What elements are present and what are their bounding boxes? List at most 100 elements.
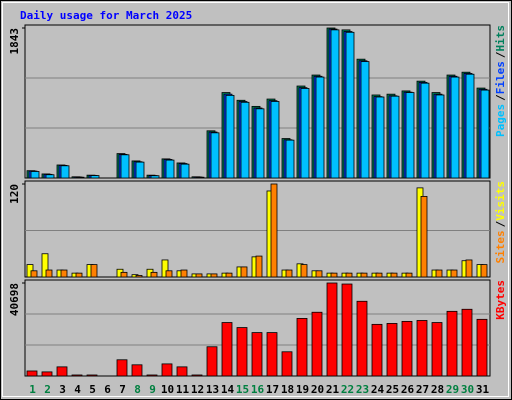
- x-tick-label: 7: [119, 383, 126, 396]
- x-tick-label: 17: [266, 383, 279, 396]
- bar: [195, 176, 205, 179]
- bar: [450, 76, 460, 179]
- bar: [150, 271, 158, 278]
- bar: [210, 132, 220, 179]
- legend-separator: /: [494, 220, 507, 227]
- legend: Pages/Files/Hits: [494, 25, 507, 137]
- x-tick-label: 26: [401, 383, 415, 396]
- bar: [285, 269, 293, 278]
- x-tick-label: 16: [251, 383, 265, 396]
- bar: [266, 332, 278, 377]
- bar: [345, 272, 353, 278]
- bar: [375, 272, 383, 278]
- bar: [420, 82, 430, 179]
- x-tick-label: 27: [416, 383, 429, 396]
- bar: [311, 311, 323, 377]
- bar: [195, 273, 203, 278]
- bar: [461, 308, 473, 377]
- bar: [161, 259, 169, 278]
- bar: [60, 165, 70, 179]
- legend-entry: Visits: [494, 181, 507, 221]
- bar: [300, 264, 308, 278]
- bar: [176, 366, 188, 377]
- x-tick-label: 31: [476, 383, 490, 396]
- bar: [371, 323, 383, 377]
- bar: [146, 374, 158, 377]
- bar: [60, 269, 68, 278]
- bar: [45, 174, 55, 179]
- x-tick-label: 15: [236, 383, 249, 396]
- x-tick-label: 2: [44, 383, 51, 396]
- x-tick-label: 13: [206, 383, 219, 396]
- x-tick-label: 9: [149, 383, 156, 396]
- x-tick-label: 20: [311, 383, 324, 396]
- legend: KBytes: [494, 280, 507, 320]
- bar: [150, 175, 160, 179]
- bar: [75, 272, 83, 278]
- x-tick-label: 29: [446, 383, 459, 396]
- bar: [135, 161, 145, 179]
- bar: [360, 272, 368, 278]
- bar: [135, 275, 143, 278]
- bar: [480, 89, 490, 179]
- bar: [180, 163, 190, 179]
- x-tick-label: 23: [356, 383, 369, 396]
- x-tick-label: 6: [104, 383, 111, 396]
- bar: [281, 351, 293, 377]
- bar: [71, 374, 83, 377]
- x-tick-label: 14: [221, 383, 235, 396]
- x-tick-label: 10: [161, 383, 174, 396]
- bar: [405, 272, 413, 278]
- bar: [41, 371, 53, 377]
- bar: [416, 320, 428, 377]
- bar: [431, 322, 443, 377]
- x-tick-label: 28: [431, 383, 444, 396]
- chart-title: Daily usage for March 2025: [20, 9, 192, 22]
- bevel: [2, 2, 509, 397]
- y-tick-label: 120: [8, 184, 21, 204]
- bar: [435, 269, 443, 278]
- legend-entry: Hits: [494, 25, 507, 52]
- bar: [26, 370, 38, 377]
- legend-entry: Files: [494, 61, 507, 94]
- legend-entry: KBytes: [494, 280, 507, 320]
- bar: [435, 94, 445, 179]
- bar: [285, 139, 295, 179]
- x-tick-label: 5: [89, 383, 96, 396]
- bar: [221, 322, 233, 377]
- x-tick-label: 30: [461, 383, 474, 396]
- x-tick-label: 24: [371, 383, 385, 396]
- bar: [345, 31, 355, 179]
- legend-separator: /: [494, 94, 507, 101]
- x-tick-label: 3: [59, 383, 66, 396]
- legend: Sites /Visits: [494, 181, 507, 264]
- x-tick-label: 22: [341, 383, 354, 396]
- bar: [296, 318, 308, 377]
- bar: [386, 323, 398, 377]
- x-tick-label: 1: [29, 383, 36, 396]
- bar: [390, 272, 398, 278]
- bar: [465, 259, 473, 278]
- bar: [86, 374, 98, 377]
- bar: [330, 29, 340, 179]
- bar: [161, 363, 173, 377]
- legend-separator: /: [494, 51, 507, 58]
- bar: [165, 159, 175, 179]
- legend-entry: Sites: [494, 230, 507, 263]
- bar: [315, 76, 325, 179]
- bar: [206, 346, 218, 377]
- bar: [360, 61, 370, 179]
- bar: [300, 88, 310, 179]
- y-tick-label: 1843: [8, 28, 21, 55]
- bar: [90, 175, 100, 179]
- bar: [251, 332, 263, 377]
- bar: [120, 271, 128, 278]
- bar: [326, 282, 338, 377]
- bar: [446, 310, 458, 377]
- bar: [45, 269, 53, 278]
- bar: [405, 92, 415, 179]
- bar: [210, 273, 218, 278]
- x-tick-label: 25: [386, 383, 399, 396]
